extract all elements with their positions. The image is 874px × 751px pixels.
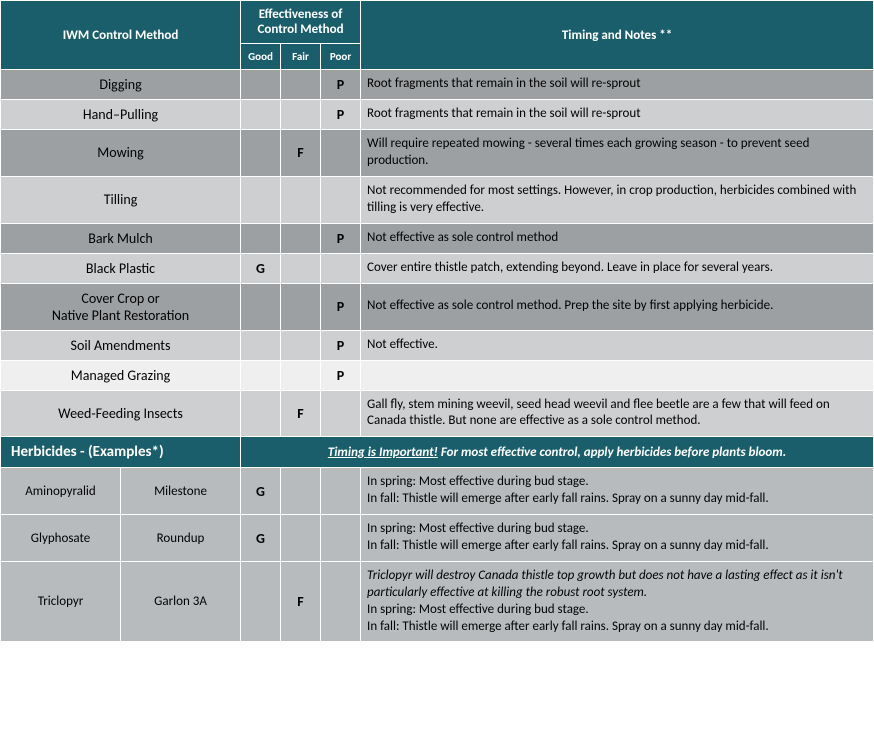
eff-poor-header: Poor — [321, 44, 361, 70]
method-cell: Soil Amendments — [1, 330, 241, 360]
iwm-table: IWM Control Method Effectiveness of Cont… — [0, 0, 874, 642]
eff-poor-cell: P — [321, 70, 361, 100]
table-row: Black PlasticG Cover entire thistle patch… — [1, 253, 874, 283]
table-row: Cover Crop orNative Plant Restoration PNo… — [1, 283, 874, 330]
eff-poor-cell — [321, 130, 361, 177]
notes-cell: Cover entire thistle patch, extending be… — [361, 253, 874, 283]
herbicides-section-title: Herbicides - (Examples*) — [1, 437, 241, 468]
method-cell: Bark Mulch — [1, 223, 241, 253]
eff-fair-cell: F — [281, 390, 321, 437]
eff-good-cell — [241, 100, 281, 130]
generic-name-cell: Triclopyr — [1, 561, 121, 642]
eff-good-cell — [241, 561, 281, 642]
col-effectiveness-header: Effectiveness of Control Method — [241, 1, 361, 44]
trade-name-cell: Roundup — [121, 515, 241, 562]
eff-fair-cell — [281, 468, 321, 515]
notes-cell: Will require repeated mowing - several t… — [361, 130, 874, 177]
eff-poor-cell: P — [321, 283, 361, 330]
eff-good-cell — [241, 283, 281, 330]
timing-important-label: Timing is Important! — [328, 445, 438, 460]
method-cell: Cover Crop orNative Plant Restoration — [1, 283, 241, 330]
trade-name-cell: Milestone — [121, 468, 241, 515]
method-cell: Mowing — [1, 130, 241, 177]
notes-cell: Not recommended for most settings. Howev… — [361, 176, 874, 223]
col-notes-header: Timing and Notes ** — [361, 1, 874, 70]
notes-cell: In spring: Most effective during bud sta… — [361, 468, 874, 515]
eff-fair-cell — [281, 515, 321, 562]
eff-good-cell — [241, 330, 281, 360]
notes-cell: Not effective. — [361, 330, 874, 360]
eff-good-cell — [241, 390, 281, 437]
eff-poor-cell — [321, 390, 361, 437]
eff-poor-cell — [321, 176, 361, 223]
eff-poor-cell: P — [321, 360, 361, 390]
eff-fair-cell — [281, 176, 321, 223]
eff-fair-cell: F — [281, 130, 321, 177]
method-cell: Managed Grazing — [1, 360, 241, 390]
eff-poor-cell: P — [321, 330, 361, 360]
eff-poor-cell — [321, 468, 361, 515]
table-row: Digging PRoot fragments that remain in th… — [1, 70, 874, 100]
generic-name-cell: Glyphosate — [1, 515, 121, 562]
notes-cell: Root fragments that remain in the soil w… — [361, 100, 874, 130]
method-cell: Hand–Pulling — [1, 100, 241, 130]
notes-cell — [361, 360, 874, 390]
notes-cell: Triclopyr will destroy Canada thistle to… — [361, 561, 874, 642]
eff-good-cell — [241, 360, 281, 390]
eff-fair-cell — [281, 253, 321, 283]
eff-fair-cell — [281, 330, 321, 360]
eff-good-cell — [241, 176, 281, 223]
method-cell: Black Plastic — [1, 253, 241, 283]
eff-poor-cell — [321, 515, 361, 562]
notes-cell: Gall fly, stem mining weevil, seed head … — [361, 390, 874, 437]
method-cell: Weed-Feeding Insects — [1, 390, 241, 437]
herbicide-row: TriclopyrGarlon 3A F Triclopyr will destro… — [1, 561, 874, 642]
trade-name-cell: Garlon 3A — [121, 561, 241, 642]
eff-fair-header: Fair — [281, 44, 321, 70]
eff-fair-cell: F — [281, 561, 321, 642]
table-row: Managed Grazing P — [1, 360, 874, 390]
notes-cell: Not effective as sole control method — [361, 223, 874, 253]
col-method-header: IWM Control Method — [1, 1, 241, 70]
table-row: Bark Mulch PNot effective as sole control… — [1, 223, 874, 253]
eff-good-cell — [241, 223, 281, 253]
eff-poor-cell — [321, 561, 361, 642]
timing-note-rest: For most effective control, apply herbic… — [438, 445, 786, 460]
eff-fair-cell — [281, 283, 321, 330]
notes-cell: Root fragments that remain in the soil w… — [361, 70, 874, 100]
eff-good-cell — [241, 70, 281, 100]
notes-cell: In spring: Most effective during bud sta… — [361, 515, 874, 562]
eff-fair-cell — [281, 223, 321, 253]
notes-cell: Not effective as sole control method. Pr… — [361, 283, 874, 330]
eff-fair-cell — [281, 360, 321, 390]
table-row: Soil Amendments PNot effective. — [1, 330, 874, 360]
eff-good-cell: G — [241, 468, 281, 515]
table-row: Weed-Feeding Insects F Gall fly, stem mini… — [1, 390, 874, 437]
herbicides-timing-note: Timing is Important! For most effective … — [241, 437, 874, 468]
method-cell: Tilling — [1, 176, 241, 223]
eff-fair-cell — [281, 100, 321, 130]
eff-good-cell: G — [241, 515, 281, 562]
method-cell: Digging — [1, 70, 241, 100]
eff-good-header: Good — [241, 44, 281, 70]
eff-fair-cell — [281, 70, 321, 100]
herbicide-row: GlyphosateRoundupG In spring: Most effect… — [1, 515, 874, 562]
eff-good-cell: G — [241, 253, 281, 283]
eff-good-cell — [241, 130, 281, 177]
table-row: Hand–Pulling PRoot fragments that remain … — [1, 100, 874, 130]
generic-name-cell: Aminopyralid — [1, 468, 121, 515]
eff-poor-cell: P — [321, 223, 361, 253]
table-row: Tilling Not recommended for most settings… — [1, 176, 874, 223]
eff-poor-cell: P — [321, 100, 361, 130]
table-row: Mowing F Will require repeated mowing - se… — [1, 130, 874, 177]
herbicide-row: AminopyralidMilestoneG In spring: Most ef… — [1, 468, 874, 515]
eff-poor-cell — [321, 253, 361, 283]
